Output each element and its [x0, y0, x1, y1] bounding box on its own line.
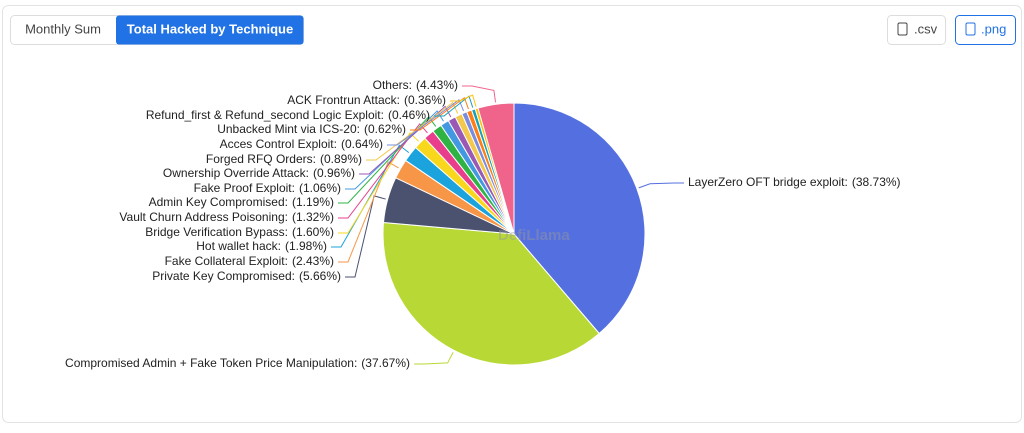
tab[interactable]: Monthly Sum	[25, 21, 101, 36]
tab-active-bg	[116, 15, 304, 45]
file-icon	[965, 22, 976, 36]
slice-value: (5.66%)	[299, 269, 341, 283]
label-separator: :	[354, 356, 357, 370]
slice-label: Admin Key Compromised: (1.19%)	[149, 195, 334, 209]
slice-value: (37.67%)	[361, 356, 410, 370]
slice-name: Hot wallet hack	[196, 239, 278, 253]
label-separator: :	[285, 225, 288, 239]
slice-name: Refund_first & Refund_second Logic Explo…	[146, 108, 381, 122]
slice-label: Forged RFQ Orders: (0.89%)	[206, 152, 362, 166]
slice-name: Private Key Compromised	[152, 269, 291, 283]
label-separator: :	[306, 166, 309, 180]
label-separator: :	[285, 254, 288, 268]
label-separator: :	[409, 78, 412, 92]
button-label[interactable]: .csv	[914, 21, 938, 36]
slice-name: Ownership Override Attack	[163, 166, 307, 180]
label-separator: :	[845, 175, 848, 189]
slice-label: Vault Churn Address Poisoning: (1.32%)	[119, 210, 334, 224]
slice-label: Compromised Admin + Fake Token Price Man…	[65, 356, 410, 370]
slice-name: Admin Key Compromised	[149, 195, 285, 209]
slice-label: Fake Collateral Exploit: (2.43%)	[165, 254, 334, 268]
leader-line	[338, 123, 428, 219]
slice-value: (0.62%)	[364, 122, 406, 136]
label-separator: :	[397, 93, 400, 107]
leader-line	[462, 85, 497, 103]
leader-line	[638, 182, 684, 189]
slice-label: ACK Frontrun Attack: (0.36%)	[287, 93, 446, 107]
slice-name: Fake Collateral Exploit	[165, 254, 286, 268]
leader-line	[410, 96, 469, 131]
leader-line	[414, 352, 454, 365]
slice-name: ACK Frontrun Attack	[287, 93, 397, 107]
leader-line	[338, 161, 399, 263]
pie: LayerZero OFT bridge exploit: (38.73%) Com…	[65, 78, 901, 370]
slice-value: (0.46%)	[388, 108, 430, 122]
leader-line	[387, 99, 465, 146]
label-separator: :	[313, 152, 316, 166]
leader-line	[450, 94, 477, 107]
slice-name: Forged RFQ Orders	[206, 152, 313, 166]
slice-name: Compromised Admin + Fake Token Price Man…	[65, 356, 354, 370]
slice-name: Bridge Verification Bypass	[145, 225, 284, 239]
slice-label: Fake Proof Exploit: (1.06%)	[194, 181, 341, 195]
slice-label: Bridge Verification Bypass: (1.60%)	[145, 225, 334, 239]
label-separator: :	[285, 210, 288, 224]
label-separator: :	[292, 269, 295, 283]
label-separator: :	[285, 195, 288, 209]
slice-label: Refund_first & Refund_second Logic Explo…	[146, 108, 430, 122]
leader-line	[359, 105, 452, 175]
slice-name: Acces Control Exploit	[220, 137, 335, 151]
slice-value: (2.43%)	[292, 254, 334, 268]
pie-slice	[477, 102, 515, 235]
pie-slice	[513, 102, 646, 335]
slice-value: (1.19%)	[292, 195, 334, 209]
slice-value: (38.73%)	[852, 175, 901, 189]
label-separator: :	[334, 137, 337, 151]
watermark: DefiLlama	[498, 227, 570, 244]
label-separator: :	[278, 239, 281, 253]
tab[interactable]: Total Hacked by Technique	[127, 21, 293, 36]
slice-name: Others	[373, 78, 409, 92]
leader-line	[434, 95, 474, 117]
label-separator: :	[357, 122, 360, 136]
slice-value: (1.98%)	[285, 239, 327, 253]
slice-label: Hot wallet hack: (1.98%)	[196, 239, 327, 253]
leader-line	[331, 144, 410, 248]
slice-value: (0.96%)	[313, 166, 355, 180]
slice-value: (0.36%)	[404, 93, 446, 107]
label-separator: :	[381, 108, 384, 122]
button-label[interactable]: .png	[981, 21, 1006, 36]
slice-value: (0.89%)	[320, 152, 362, 166]
slice-name: Fake Proof Exploit	[194, 181, 293, 195]
leader-line	[345, 195, 386, 278]
slice-name: Unbacked Mint via ICS-20	[217, 122, 357, 136]
slice-name: LayerZero OFT bridge exploit	[688, 175, 845, 189]
label-separator: :	[292, 181, 295, 195]
leader-line	[366, 101, 459, 161]
slice-value: (1.60%)	[292, 225, 334, 239]
slice-value: (4.43%)	[416, 78, 458, 92]
slice-label: Acces Control Exploit: (0.64%)	[220, 137, 383, 151]
slice-label: Private Key Compromised: (5.66%)	[152, 269, 341, 283]
slice-label: LayerZero OFT bridge exploit: (38.73%)	[688, 175, 901, 189]
file-icon	[897, 22, 908, 36]
pie-slice	[382, 221, 600, 366]
slice-label: Unbacked Mint via ICS-20: (0.62%)	[217, 122, 406, 136]
slice-value: (1.32%)	[292, 210, 334, 224]
slice-label: Others: (4.43%)	[373, 78, 458, 92]
slice-value: (1.06%)	[299, 181, 341, 195]
slice-name: Vault Churn Address Poisoning	[119, 210, 284, 224]
slice-value: (0.64%)	[341, 137, 383, 151]
leader-line	[338, 132, 419, 234]
slice-label: Ownership Override Attack: (0.96%)	[163, 166, 355, 180]
